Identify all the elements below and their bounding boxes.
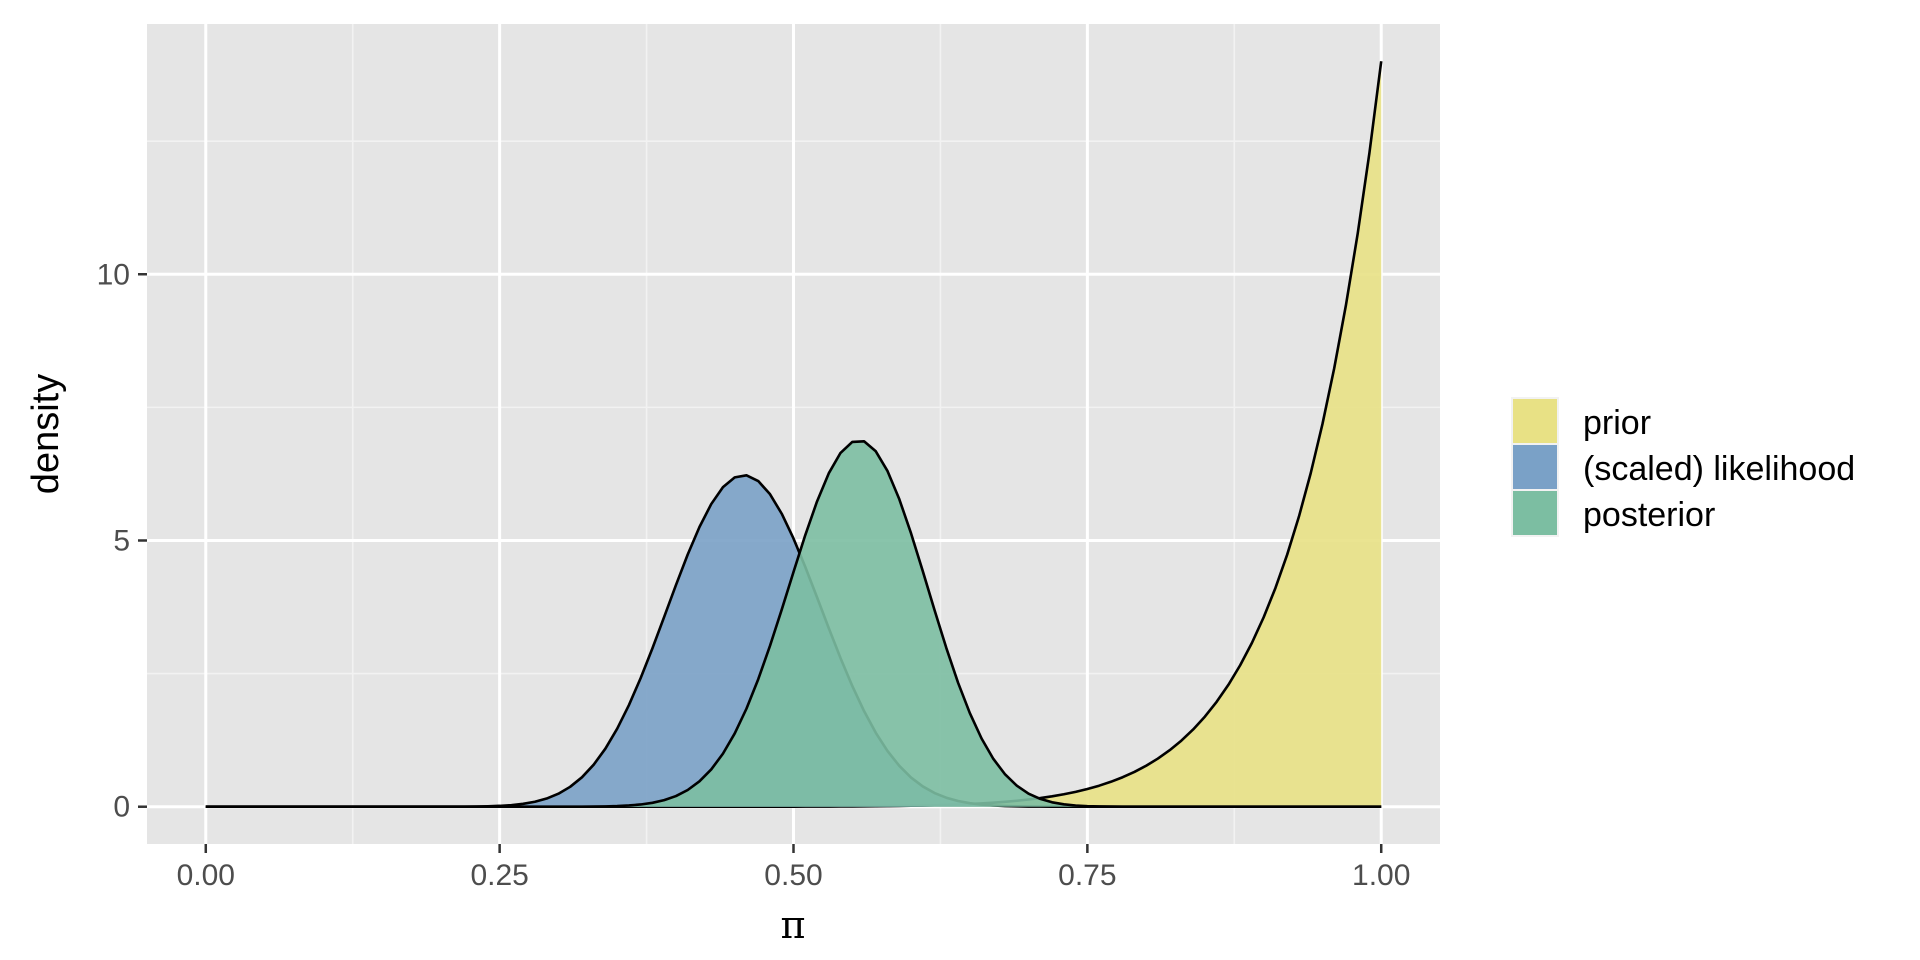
axes: 0.00 0.25 0.50 0.75 1.00 0 5 10 [97,258,1411,892]
legend-label-posterior: posterior [1583,496,1715,534]
x-tick-label: 0.75 [1058,859,1116,892]
x-axis-title: π [781,903,806,947]
area-posterior [205,441,1382,807]
legend-key-posterior [1511,489,1559,537]
y-axis-title: density [25,374,67,494]
legend-key-prior [1511,397,1559,445]
legend-key-likelihood [1511,443,1559,491]
x-tick-label: 1.00 [1352,859,1410,892]
x-tick-label: 0.50 [764,859,822,892]
y-tick-label: 5 [113,524,130,557]
x-tick-label: 0.00 [177,859,235,892]
density-areas [205,61,1383,809]
legend: prior (scaled) likelihood posterior [1511,397,1855,537]
y-tick-label: 10 [97,258,130,291]
legend-label-likelihood: (scaled) likelihood [1583,450,1855,488]
x-tick-label: 0.25 [470,859,528,892]
y-tick-label: 0 [113,791,130,824]
line-posterior [205,440,1382,809]
legend-label-prior: prior [1583,404,1651,442]
area-prior [205,61,1382,807]
